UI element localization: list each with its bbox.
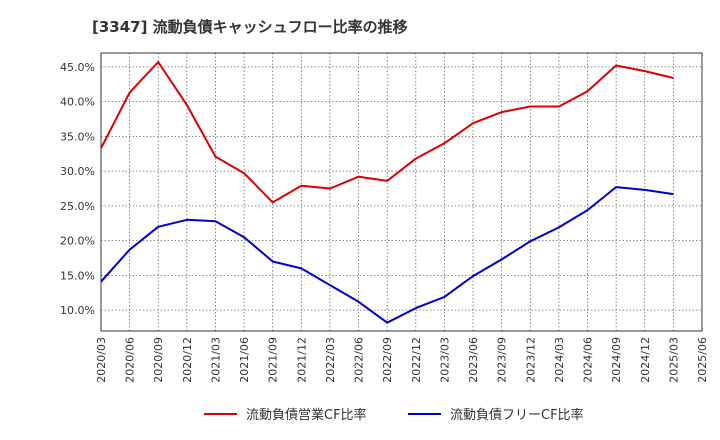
x-tick-label: 2024/12 [639, 337, 652, 383]
x-tick-label: 2025/06 [696, 337, 709, 383]
x-tick-label: 2021/09 [267, 337, 280, 383]
y-tick-label: 25.0% [60, 200, 95, 213]
x-axis: 2020/03 2020/06 2020/09 2020/12 2021/03 2021/… [95, 337, 709, 383]
y-tick-label: 45.0% [60, 61, 95, 74]
legend-label-2: 流動負債フリーCF比率 [450, 407, 584, 423]
x-tick-label: 2022/12 [410, 337, 423, 383]
x-tick-label: 2021/06 [238, 337, 251, 383]
x-tick-label: 2024/03 [553, 337, 566, 383]
y-tick-label: 20.0% [60, 235, 95, 248]
series-line-1 [100, 61, 674, 204]
plot-area [100, 52, 703, 332]
y-tick-label: 35.0% [60, 130, 95, 143]
x-tick-label: 2025/03 [667, 337, 680, 383]
x-tick-label: 2020/03 [95, 337, 108, 383]
y-tick-label: 40.0% [60, 96, 95, 109]
x-tick-label: 2024/06 [582, 337, 595, 383]
y-tick-label: 10.0% [60, 304, 95, 317]
x-tick-label: 2020/06 [124, 337, 137, 383]
y-tick-label: 30.0% [60, 165, 95, 178]
x-tick-label: 2021/12 [295, 337, 308, 383]
legend: 流動負債営業CF比率 流動負債フリーCF比率 [204, 407, 584, 423]
x-tick-label: 2020/12 [181, 337, 194, 383]
x-tick-label: 2021/03 [209, 337, 222, 383]
grid [101, 53, 702, 331]
y-axis: 10.0% 15.0% 20.0% 25.0% 30.0% 35.0% 40.0% 45.0% [60, 61, 95, 317]
x-tick-label: 2023/12 [524, 337, 537, 383]
y-tick-label: 15.0% [60, 269, 95, 282]
x-tick-label: 2022/09 [381, 337, 394, 383]
x-tick-label: 2022/03 [324, 337, 337, 383]
x-tick-label: 2023/09 [496, 337, 509, 383]
x-tick-label: 2023/03 [438, 337, 451, 383]
chart-title: [3347] 流動負債キャッシュフロー比率の推移 [92, 18, 408, 36]
x-tick-label: 2022/06 [353, 337, 366, 383]
series-line-2 [100, 186, 674, 324]
series-lines [100, 61, 674, 324]
x-tick-label: 2023/06 [467, 337, 480, 383]
x-tick-label: 2024/09 [610, 337, 623, 383]
legend-label-1: 流動負債営業CF比率 [246, 407, 367, 423]
x-tick-label: 2020/09 [152, 337, 165, 383]
